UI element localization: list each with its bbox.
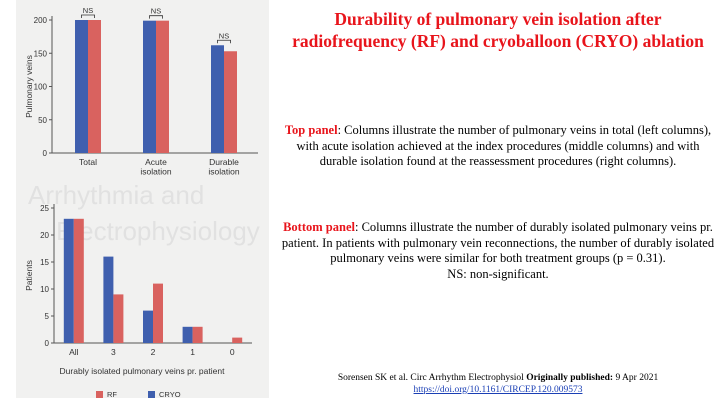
y-tick-label: 100 bbox=[34, 83, 48, 92]
bar-cryo bbox=[103, 256, 114, 343]
y-tick-label: 20 bbox=[40, 231, 49, 240]
bottom-panel-lead: Bottom panel bbox=[283, 220, 355, 234]
legend-swatch-cryo bbox=[148, 391, 155, 398]
x-tick-label: All bbox=[69, 347, 79, 357]
citation-published-label: Originally published: bbox=[526, 373, 614, 383]
bar-cryo bbox=[182, 326, 193, 343]
x-tick-label: 0 bbox=[230, 347, 235, 357]
legend-label-rf: RF bbox=[107, 390, 117, 399]
y-tick-label: 5 bbox=[45, 312, 50, 321]
bottom-panel-body: : Columns illustrate the number of durab… bbox=[281, 220, 715, 265]
x-tick-label: Acute bbox=[145, 157, 167, 167]
significance-label: NS bbox=[151, 7, 161, 16]
significance-bracket bbox=[217, 39, 231, 44]
bar-cryo bbox=[63, 218, 74, 343]
bar-cryo bbox=[75, 20, 88, 153]
bar-cryo bbox=[211, 45, 224, 153]
y-tick-label: 0 bbox=[43, 149, 48, 158]
y-tick-label: 10 bbox=[40, 285, 49, 294]
y-axis-label: Pulmonary veins bbox=[24, 55, 34, 118]
bar-rf bbox=[156, 20, 169, 154]
y-tick-label: 150 bbox=[34, 49, 48, 58]
citation: Sorensen SK et al. Circ Arrhythm Electro… bbox=[282, 372, 714, 396]
doi-link[interactable]: https://doi.org/10.1161/CIRCEP.120.00957… bbox=[413, 385, 583, 395]
legend-swatch-rf bbox=[96, 391, 103, 398]
y-tick-label: 200 bbox=[34, 16, 48, 25]
ns-note: NS: non-significant. bbox=[447, 266, 549, 281]
significance-bracket bbox=[81, 14, 95, 18]
bar-cryo bbox=[143, 20, 156, 154]
y-axis-label: Patients bbox=[24, 260, 34, 291]
significance-label: NS bbox=[83, 6, 93, 15]
bar-rf bbox=[224, 51, 237, 153]
citation-text: Sorensen SK et al. Circ Arrhythm Electro… bbox=[337, 373, 527, 383]
x-axis-label: Durably isolated pulmonary veins pr. pat… bbox=[60, 366, 226, 376]
bar-rf bbox=[192, 326, 203, 343]
bar-cryo bbox=[143, 310, 153, 343]
x-tick-label: 1 bbox=[190, 347, 195, 357]
x-tick-label: 3 bbox=[111, 347, 116, 357]
bottom-panel-description: Bottom panel: Columns illustrate the num… bbox=[280, 220, 716, 282]
citation-date: 9 Apr 2021 bbox=[613, 373, 659, 383]
x-tick-label: isolation bbox=[140, 167, 171, 177]
significance-bracket bbox=[149, 15, 163, 19]
top-panel-lead: Top panel bbox=[284, 123, 338, 137]
slide-title: Durability of pulmonary vein isolation a… bbox=[292, 9, 704, 51]
top-panel-body: : Columns illustrate the number of pulmo… bbox=[296, 123, 712, 168]
bar-rf bbox=[113, 294, 124, 343]
legend-label-cryo: CRYO bbox=[159, 390, 181, 399]
bar-rf bbox=[153, 283, 163, 343]
y-tick-label: 50 bbox=[38, 116, 47, 125]
y-tick-label: 15 bbox=[40, 258, 49, 267]
x-tick-label: 2 bbox=[151, 347, 156, 357]
x-tick-label: Total bbox=[79, 157, 97, 167]
x-tick-label: Durable bbox=[209, 157, 239, 167]
y-tick-label: 0 bbox=[45, 339, 50, 348]
bar-rf bbox=[232, 337, 243, 343]
bar-rf bbox=[73, 218, 84, 343]
watermark-line-1: Arrhythmia and bbox=[28, 180, 205, 210]
bar-rf bbox=[88, 20, 101, 153]
y-tick-label: 25 bbox=[40, 204, 49, 213]
watermark-line-2: Electrophysiology bbox=[56, 216, 260, 246]
x-tick-label: isolation bbox=[208, 167, 239, 177]
significance-label: NS bbox=[219, 31, 229, 40]
top-panel-description: Top panel: Columns illustrate the number… bbox=[280, 123, 716, 170]
